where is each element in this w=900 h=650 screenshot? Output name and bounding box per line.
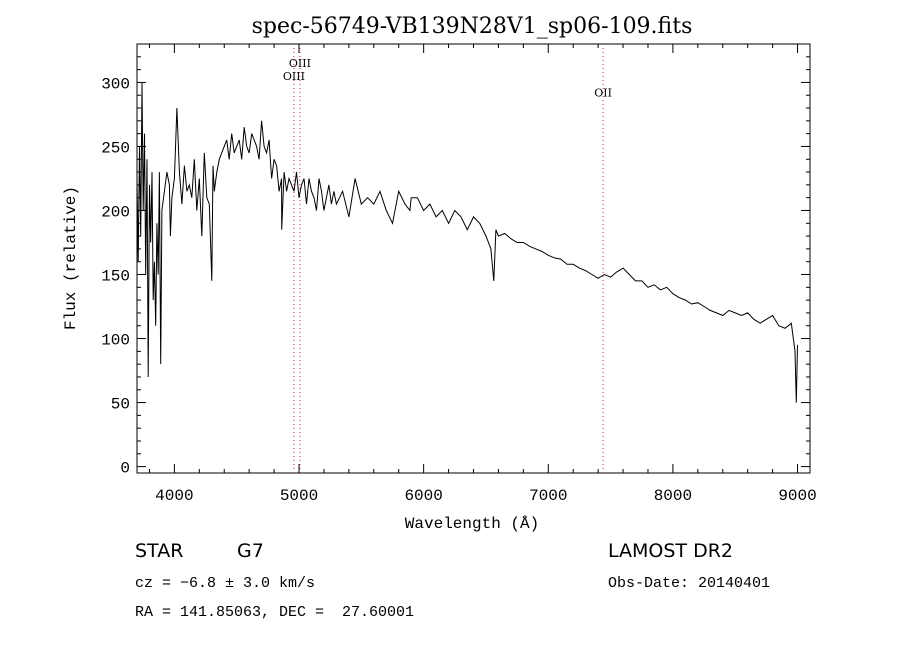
x-tick-label: 5000 bbox=[280, 487, 318, 505]
x-tick-label: 4000 bbox=[155, 487, 193, 505]
plot-frame bbox=[136, 43, 811, 474]
object-subclass: G7 bbox=[237, 540, 264, 562]
spectrum-line bbox=[136, 82, 798, 403]
y-tick-label: 250 bbox=[101, 139, 130, 157]
x-tick-label: 9000 bbox=[778, 487, 816, 505]
y-tick-label: 100 bbox=[101, 332, 130, 350]
chart-title: spec-56749-VB139N28V1_sp06-109.fits bbox=[252, 14, 693, 39]
sky-coordinates: RA = 141.85063, DEC = 27.60001 bbox=[135, 604, 415, 621]
x-axis-label: Wavelength (Å) bbox=[405, 515, 539, 533]
object-class: STAR bbox=[135, 540, 184, 562]
y-tick-label: 0 bbox=[120, 460, 130, 478]
redshift-velocity: cz = −6.8 ± 3.0 km/s bbox=[135, 575, 316, 592]
observation-date: Obs-Date: 20140401 bbox=[608, 575, 771, 592]
y-tick-label: 200 bbox=[101, 203, 130, 221]
emission-line-label: OIII bbox=[289, 57, 311, 70]
plot-area: 4000 5000 6000 7000 8000 9000 0 50 100 150 200 250 3… bbox=[101, 43, 817, 505]
y-axis-label: Flux (relative) bbox=[62, 186, 80, 330]
emission-line-label: OII bbox=[594, 87, 612, 100]
y-tick-label: 300 bbox=[101, 75, 130, 93]
x-tick-label: 6000 bbox=[404, 487, 442, 505]
survey-label: LAMOST DR2 bbox=[608, 540, 733, 562]
y-tick-label: 50 bbox=[111, 396, 130, 414]
x-tick-label: 7000 bbox=[529, 487, 567, 505]
y-tick-label: 150 bbox=[101, 268, 130, 286]
emission-line-label: OIII bbox=[283, 70, 305, 83]
x-tick-label: 8000 bbox=[654, 487, 692, 505]
